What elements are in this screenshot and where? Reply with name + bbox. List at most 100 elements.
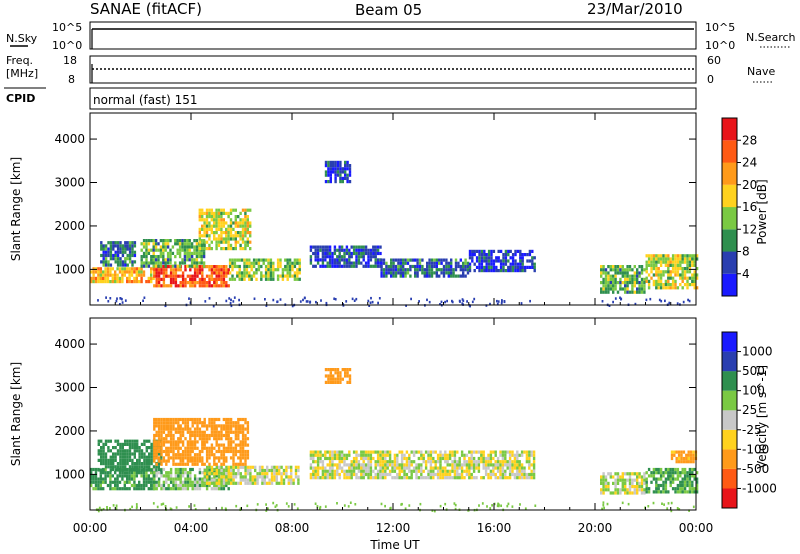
data-cell: [334, 298, 337, 301]
data-cell: [222, 417, 226, 422]
data-cell: [119, 244, 122, 248]
data-cell: [504, 450, 507, 454]
data-cell: [114, 244, 117, 248]
data-cell: [480, 450, 483, 454]
data-cell: [239, 440, 242, 444]
data-cell: [345, 258, 349, 262]
data-cell: [152, 465, 156, 469]
data-cell: [402, 271, 405, 275]
data-cell: [688, 477, 692, 481]
data-cell: [614, 478, 617, 482]
data-cell: [157, 264, 160, 268]
data-cell: [99, 273, 102, 277]
data-cell: [248, 261, 251, 265]
data-cell: [236, 258, 239, 262]
data-cell: [626, 265, 629, 269]
data-cell: [162, 427, 166, 431]
data-cell: [143, 462, 146, 466]
data-cell: [239, 481, 242, 485]
data-cell: [460, 469, 464, 473]
data-cell: [112, 446, 115, 450]
data-cell: [272, 268, 275, 272]
data-cell: [326, 251, 329, 256]
data-cell: [225, 281, 228, 285]
data-cell: [148, 468, 151, 472]
data-cell: [201, 227, 204, 231]
data-cell: [691, 276, 694, 280]
data-cell: [306, 300, 309, 303]
data-cell: [167, 477, 170, 481]
data-cell: [327, 164, 330, 168]
data-cell: [228, 297, 231, 300]
nsearch-tick-bottom: 10^0: [705, 39, 735, 52]
data-cell: [201, 247, 204, 251]
data-cell: [186, 430, 190, 434]
data-cell: [652, 279, 656, 283]
data-cell: [237, 481, 240, 485]
data-cell: [145, 455, 148, 459]
data-cell: [121, 273, 124, 277]
data-cell: [231, 264, 234, 269]
data-cell: [153, 268, 156, 272]
data-cell: [269, 258, 273, 262]
data-cell: [688, 260, 692, 264]
data-cell: [217, 443, 221, 447]
data-cell: [239, 218, 242, 222]
data-cell: [374, 450, 377, 454]
data-cell: [196, 421, 199, 425]
data-cell: [292, 481, 295, 485]
data-cell: [237, 433, 240, 438]
data-cell: [201, 483, 204, 488]
data-cell: [659, 483, 663, 488]
data-cell: [473, 262, 476, 266]
data-cell: [478, 504, 480, 507]
data-cell: [126, 467, 129, 472]
data-cell: [126, 276, 129, 280]
data-cell: [501, 469, 505, 473]
data-cell: [241, 437, 245, 441]
data-cell: [636, 478, 639, 482]
data-cell: [246, 421, 250, 425]
data-cell: [507, 249, 510, 253]
data-cell: [217, 483, 221, 488]
data-cell: [184, 424, 187, 428]
data-cell: [669, 483, 672, 488]
data-cell: [206, 481, 209, 485]
data-cell: [376, 248, 380, 252]
data-cell: [287, 475, 290, 479]
data-cell: [687, 456, 690, 461]
data-cell: [172, 427, 175, 431]
data-cell: [119, 241, 122, 245]
data-cell: [155, 281, 158, 285]
data-cell: [695, 483, 699, 488]
data-cell: [261, 478, 264, 482]
data-cell: [109, 449, 112, 453]
data-cell: [244, 234, 247, 238]
data-cell: [179, 480, 182, 484]
data-cell: [384, 460, 387, 464]
data-cell: [332, 170, 335, 174]
data-cell: [140, 452, 144, 456]
data-cell: [210, 265, 214, 269]
data-cell: [650, 474, 653, 478]
data-cell: [217, 271, 221, 275]
data-cell: [237, 421, 240, 425]
data-cell: [138, 270, 141, 274]
data-cell: [652, 263, 656, 267]
data-cell: [324, 164, 328, 168]
data-cell: [208, 483, 211, 488]
data-cell: [683, 487, 687, 491]
data-cell: [628, 274, 632, 278]
data-cell: [116, 260, 120, 264]
data-cell: [133, 462, 136, 466]
data-cell: [379, 245, 382, 249]
data-cell: [293, 274, 297, 278]
data-cell: [602, 504, 605, 507]
data-cell: [109, 458, 112, 462]
data-cell: [179, 274, 182, 278]
data-cell: [338, 245, 341, 249]
data-cell: [275, 468, 278, 473]
data-cell: [100, 253, 103, 258]
data-cell: [201, 437, 204, 441]
data-cell: [181, 467, 185, 472]
